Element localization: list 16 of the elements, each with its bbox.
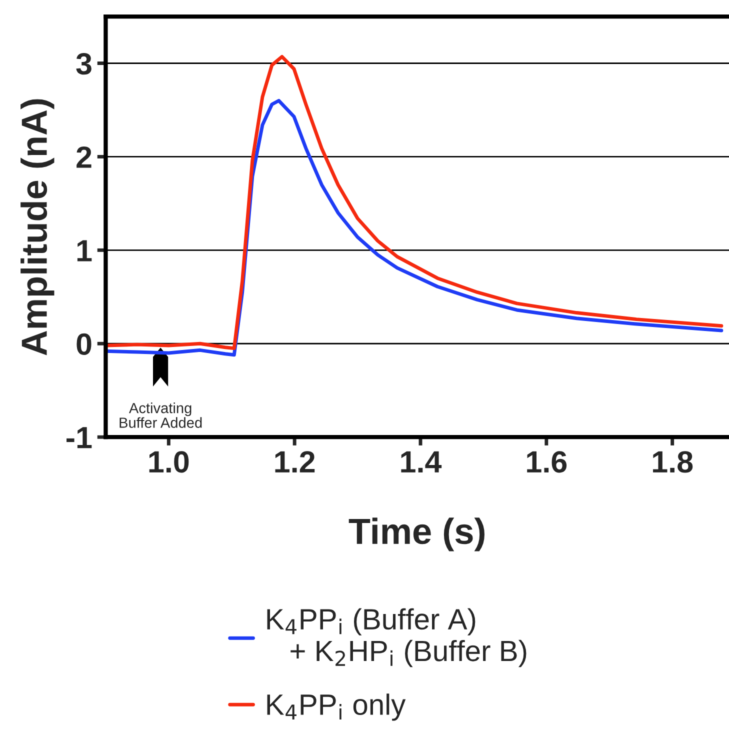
legend-label: K$_{4}$PP$_{i}$ only (267, 694, 406, 721)
x-tick-label: 1.0 (149, 451, 189, 473)
annotation: Activating Buffer Added (120, 402, 202, 428)
x-tick-label: 1.4 (401, 451, 442, 472)
y-tick-label: 3 (76, 52, 92, 75)
x-tick-label: 1.2 (275, 451, 315, 472)
y-tick-label: -1 (66, 427, 92, 448)
x-axis-title: Time (s) (348, 518, 484, 552)
y-axis-title: Amplitude (nA) (20, 99, 54, 356)
y-tick-label: 0 (76, 333, 92, 355)
y-tick-label: 2 (76, 146, 92, 168)
text: K$_{4}$PP$_{i}$ (Buffer A) + K$_{2}$HP$_{i}$ (Buffer B) (267, 608, 526, 668)
x-tick-label: 1.8 (653, 451, 693, 473)
x-tick-label: 1.6 (527, 451, 567, 473)
line-series (106, 54, 724, 350)
y-tick-label: 1 (77, 240, 92, 262)
